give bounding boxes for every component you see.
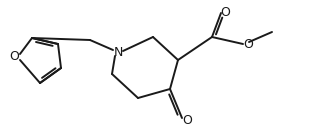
Text: O: O <box>220 6 230 19</box>
Text: N: N <box>113 46 123 59</box>
Text: O: O <box>243 39 253 51</box>
Text: O: O <box>182 115 192 128</box>
Text: O: O <box>9 51 19 63</box>
